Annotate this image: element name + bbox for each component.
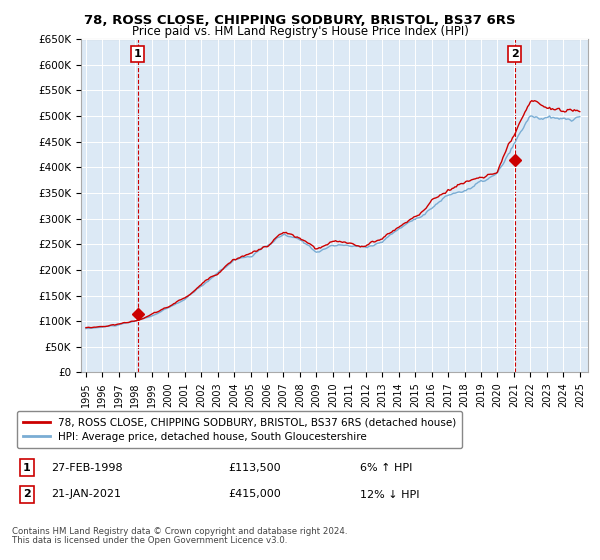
Text: 6% ↑ HPI: 6% ↑ HPI (360, 463, 412, 473)
Text: 21-JAN-2021: 21-JAN-2021 (51, 489, 121, 500)
Text: This data is licensed under the Open Government Licence v3.0.: This data is licensed under the Open Gov… (12, 536, 287, 545)
Text: 78, ROSS CLOSE, CHIPPING SODBURY, BRISTOL, BS37 6RS: 78, ROSS CLOSE, CHIPPING SODBURY, BRISTO… (84, 14, 516, 27)
Text: £113,500: £113,500 (228, 463, 281, 473)
Text: 1: 1 (134, 49, 142, 59)
Text: 2: 2 (23, 489, 31, 500)
Text: Contains HM Land Registry data © Crown copyright and database right 2024.: Contains HM Land Registry data © Crown c… (12, 528, 347, 536)
Text: 12% ↓ HPI: 12% ↓ HPI (360, 489, 419, 500)
Legend: 78, ROSS CLOSE, CHIPPING SODBURY, BRISTOL, BS37 6RS (detached house), HPI: Avera: 78, ROSS CLOSE, CHIPPING SODBURY, BRISTO… (17, 411, 463, 448)
Text: 1: 1 (23, 463, 31, 473)
Text: Price paid vs. HM Land Registry's House Price Index (HPI): Price paid vs. HM Land Registry's House … (131, 25, 469, 38)
Text: 27-FEB-1998: 27-FEB-1998 (51, 463, 122, 473)
Text: 2: 2 (511, 49, 518, 59)
Text: £415,000: £415,000 (228, 489, 281, 500)
